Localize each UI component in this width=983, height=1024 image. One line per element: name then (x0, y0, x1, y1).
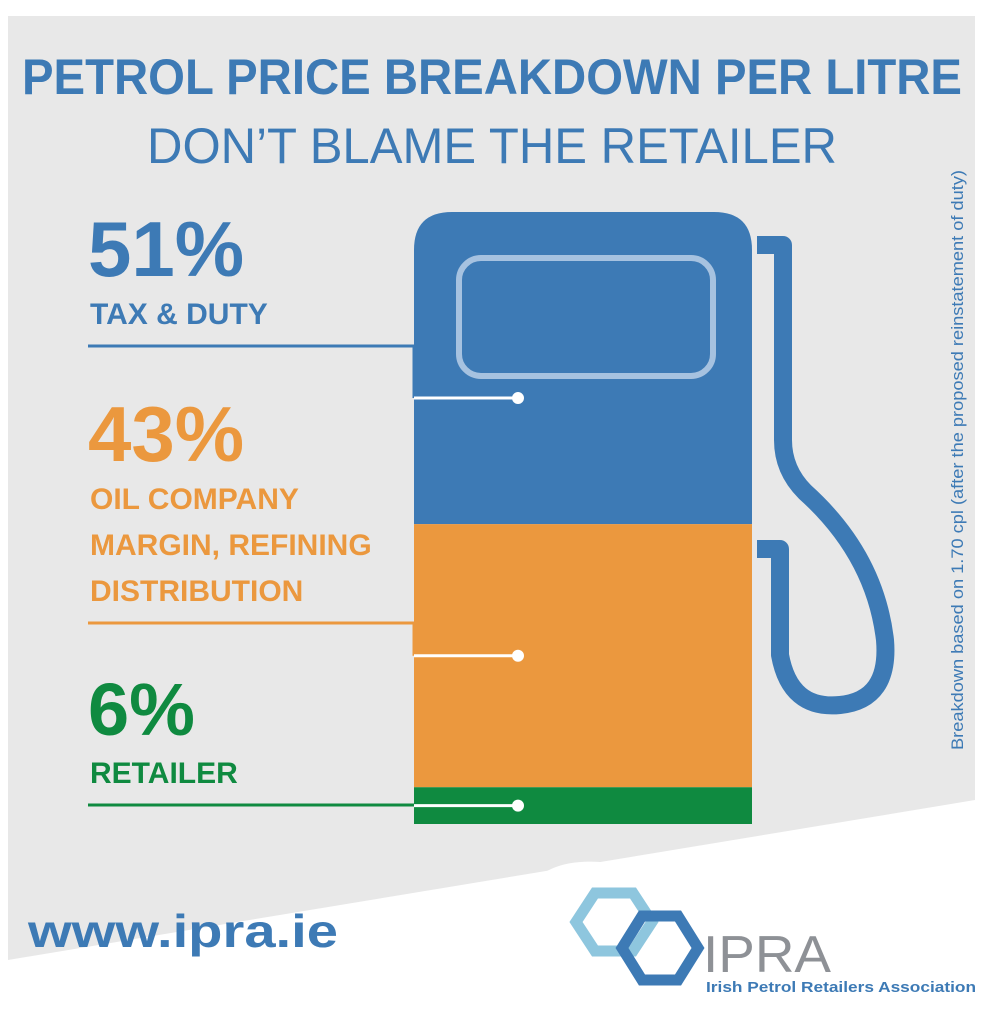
breakdown-label-2-line-2: MARGIN, REFINING (90, 529, 372, 562)
pump-segments (414, 212, 752, 824)
logo-full-name: Irish Petrol Retailers Association (706, 979, 976, 996)
leader-dot-2 (512, 649, 524, 662)
breakdown-percent-3: 6% (88, 668, 195, 751)
logo-backdrop (520, 861, 708, 900)
leader-dot-3 (512, 799, 524, 812)
breakdown-label-1-line-1: TAX & DUTY (90, 298, 268, 331)
leader-dot-1 (512, 392, 524, 405)
website-link[interactable]: www.ipra.ie (27, 905, 338, 957)
leader-line-3 (88, 803, 416, 807)
logo-hexagon-light-icon (569, 887, 659, 957)
pump-hose (757, 236, 895, 715)
pump-display-window (456, 255, 716, 379)
bottom-white-wedge (8, 800, 975, 1020)
pump-segment-3 (414, 787, 752, 824)
page-subtitle: DON’T BLAME THE RETAILER (147, 118, 837, 174)
breakdown-percent-1: 51% (88, 205, 244, 293)
leader-line-2 (88, 621, 416, 656)
ipra-logo: IPRA Irish Petrol Retailers Association (569, 887, 976, 996)
page-title: PETROL PRICE BREAKDOWN PER LITRE (22, 49, 962, 105)
breakdown-label-2-line-3: DISTRIBUTION (90, 575, 303, 608)
petrol-pump (414, 212, 895, 824)
breakdown-labels: 51% TAX & DUTY 43% OIL COMPANY MARGIN, REFIN… (88, 205, 524, 812)
pump-segment-2 (414, 524, 752, 788)
pump-segment-1 (414, 212, 752, 525)
breakdown-label-3-line-1: RETAILER (90, 757, 238, 790)
breakdown-percent-2: 43% (88, 390, 244, 478)
side-note: Breakdown based on 1.70 cpl (after the p… (948, 170, 967, 750)
logo-name: IPRA (703, 926, 831, 984)
breakdown-label-2-line-1: OIL COMPANY (90, 483, 299, 516)
logo-hexagon-dark-icon (615, 910, 705, 986)
leader-line-1 (88, 344, 416, 399)
